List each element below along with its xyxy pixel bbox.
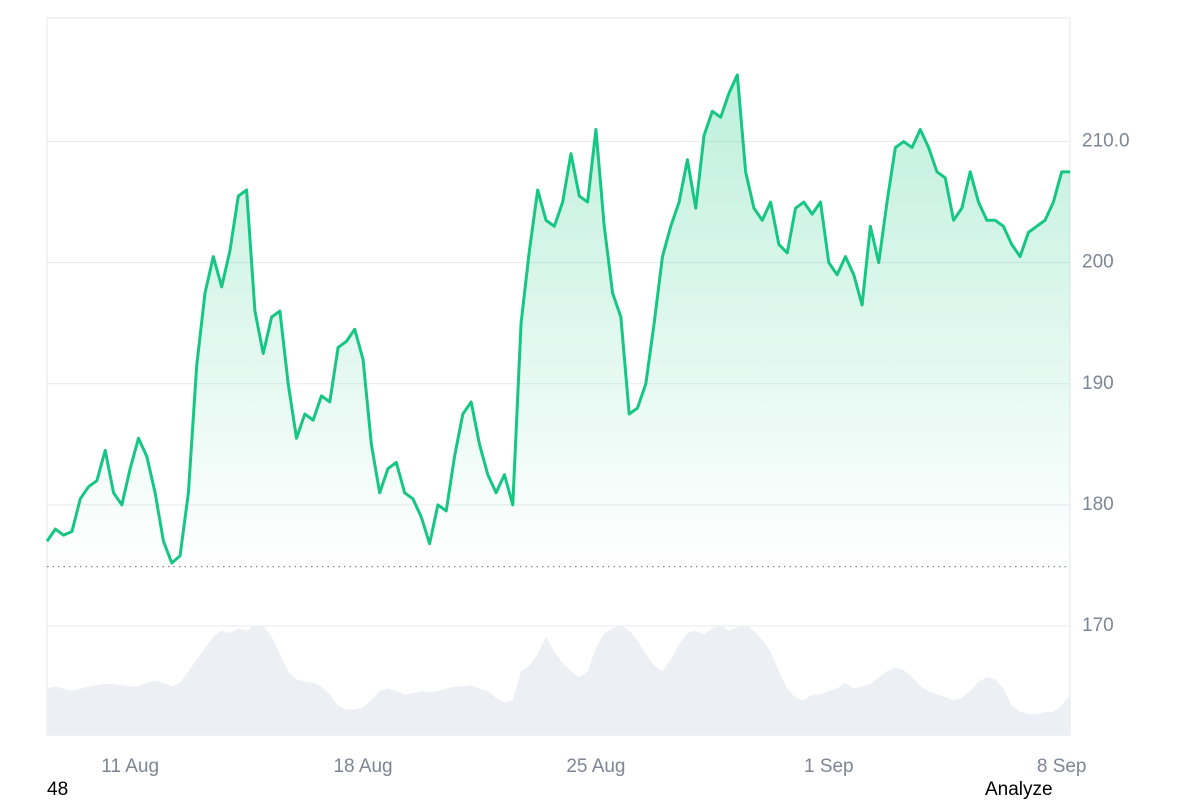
x-tick-label: 11 Aug xyxy=(101,756,159,777)
volume-area xyxy=(47,625,1070,735)
analyze-button[interactable]: Analyze xyxy=(985,779,1053,800)
y-tick-label: 180 xyxy=(1082,494,1114,515)
y-tick-label: 170 xyxy=(1082,615,1114,636)
x-tick-label: 25 Aug xyxy=(566,756,625,777)
x-tick-label: 18 Aug xyxy=(333,756,392,777)
y-tick-label: 200 xyxy=(1082,252,1114,273)
y-tick-label: 190 xyxy=(1082,373,1114,394)
y-tick-label: 210.0 xyxy=(1082,131,1130,152)
x-tick-label: 8 Sep xyxy=(1037,756,1087,777)
plot: 170 180 190 200 210.0 11 Aug 18 Aug 25 Aug 1 Sep… xyxy=(45,73,1130,777)
price-line xyxy=(45,73,1070,565)
footer-left: 48 xyxy=(47,779,68,800)
x-tick-label: 1 Sep xyxy=(804,756,854,777)
price-area xyxy=(47,74,1070,567)
